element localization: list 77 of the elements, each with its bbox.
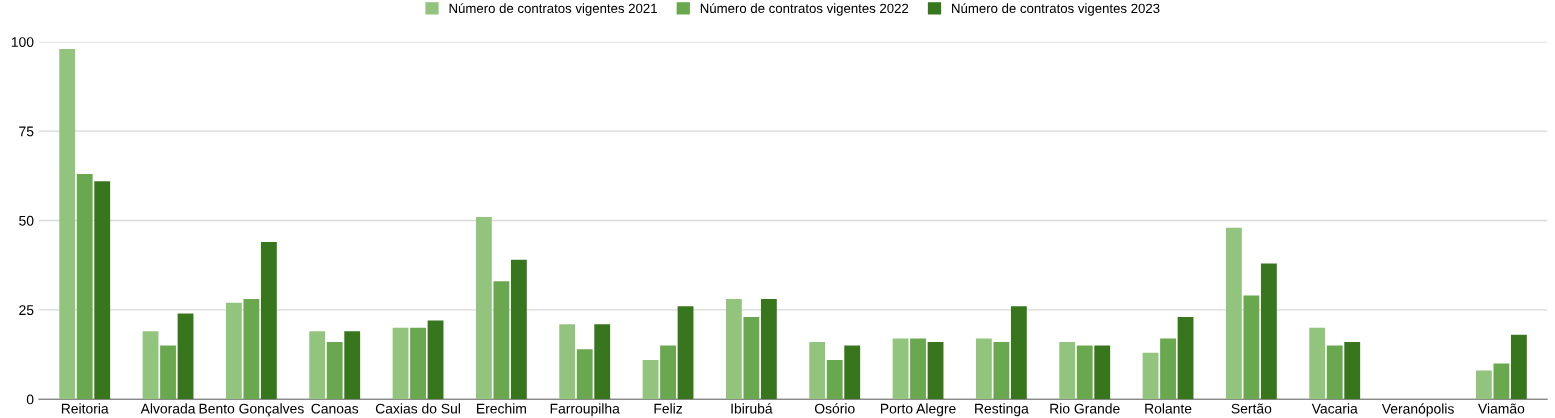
x-tick-label: Osório <box>814 403 855 414</box>
bar <box>993 342 1010 400</box>
bar <box>94 181 111 400</box>
bar <box>760 299 777 400</box>
bar <box>725 299 742 400</box>
bar <box>493 281 510 400</box>
y-tick-label: 75 <box>19 126 34 137</box>
bar <box>76 174 93 400</box>
bar <box>642 359 659 400</box>
bar <box>1493 363 1510 400</box>
x-tick-label: Farroupilha <box>550 403 620 417</box>
x-tick-label: Viamão <box>1478 403 1525 414</box>
bar <box>1243 295 1260 400</box>
legend-label: Número de contratos vigentes 2022 <box>700 3 909 16</box>
x-tick-label: Vacaria <box>1311 403 1358 414</box>
bar <box>844 345 861 400</box>
x-tick-label: Alvorada <box>140 403 196 414</box>
bar <box>1177 316 1194 400</box>
bar <box>677 306 694 400</box>
legend-label: Número de contratos vigentes 2023 <box>952 3 1160 16</box>
bar <box>309 331 326 400</box>
x-tick-label: Erechim <box>477 403 526 414</box>
legend-label: Número de contratos vigentes 2021 <box>449 3 657 16</box>
bar <box>1094 345 1111 400</box>
bar <box>1010 306 1027 400</box>
x-tick-label: Reitoria <box>61 403 109 414</box>
bar <box>559 324 576 400</box>
bar <box>475 216 492 400</box>
bar <box>892 338 909 400</box>
bar <box>1326 345 1343 400</box>
bar <box>344 331 361 400</box>
x-tick-label: Veranópolis <box>1381 403 1454 417</box>
bar <box>576 349 593 400</box>
y-tick-label: 100 <box>11 37 34 47</box>
x-tick-label: Sertão <box>1231 403 1272 414</box>
x-tick-label: Ibirubá <box>731 403 773 414</box>
bar <box>1344 342 1361 400</box>
x-tick-label: Restinga <box>975 403 1029 417</box>
bar <box>927 342 944 400</box>
bar <box>1160 338 1176 400</box>
bar <box>1309 327 1326 400</box>
bar <box>142 331 159 400</box>
bar <box>225 302 242 400</box>
bar <box>1510 334 1527 400</box>
bar <box>392 327 409 400</box>
bar <box>743 316 760 400</box>
bar <box>1142 352 1159 400</box>
bar <box>594 324 611 400</box>
x-tick-label: Rolante <box>1145 403 1192 414</box>
bar <box>177 313 194 400</box>
bar <box>427 320 444 400</box>
bar <box>910 338 926 400</box>
bar <box>660 345 676 400</box>
x-tick-label: Feliz <box>654 403 683 414</box>
y-tick-label: 0 <box>26 394 34 405</box>
x-tick-label: Caxias do Sul <box>375 403 460 414</box>
x-tick-label: Bento Gonçalves <box>199 403 304 417</box>
bar <box>160 345 176 400</box>
bar <box>975 338 992 400</box>
bar <box>1260 263 1277 400</box>
bar <box>510 259 527 400</box>
bar <box>1225 227 1242 400</box>
x-tick-label: Porto Alegre <box>880 403 956 417</box>
bar <box>243 299 260 400</box>
bar <box>809 342 826 400</box>
bar <box>326 342 343 400</box>
bar <box>1076 345 1093 400</box>
x-tick-label: Canoas <box>311 403 359 414</box>
bar <box>410 327 426 400</box>
y-tick-label: 25 <box>19 305 34 316</box>
y-tick-label: 50 <box>19 215 34 226</box>
bar <box>1475 370 1492 400</box>
bar <box>260 241 277 400</box>
bar <box>826 359 843 400</box>
bar <box>59 48 76 400</box>
x-tick-label: Rio Grande <box>1050 403 1120 414</box>
bar <box>1059 342 1076 400</box>
